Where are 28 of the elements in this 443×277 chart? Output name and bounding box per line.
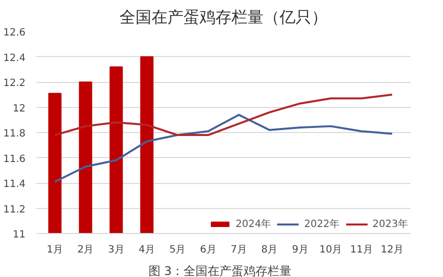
x-tick-label: 7月 [230,244,248,256]
x-tick-label: 3月 [108,244,124,256]
caption: 图 3：全国在产蛋鸡存栏量 [148,263,292,277]
legend-label: 2024年 [236,218,272,231]
x-tick-label: 11月 [350,244,373,256]
x-tick-label: 2月 [77,244,94,256]
y-tick-label: 12 [12,103,26,114]
x-tick-label: 8月 [261,244,278,256]
x-tick-label: 12月 [380,244,404,256]
y-tick-label: 11.4 [3,179,26,190]
line-series [54,114,394,183]
y-tick-label: 11 [12,230,26,240]
x-tick-label: 4月 [138,244,156,256]
legend-label: 2022年 [304,218,340,231]
legend-label: 2023年 [372,218,408,231]
x-tick-label: 6月 [200,244,216,256]
chart-title: 全国在产蛋鸡存栏量（亿只） [120,8,328,26]
x-tick-label: 9月 [292,244,308,256]
x-tick-label: 5月 [169,244,186,256]
y-tick-label: 12.4 [3,52,26,64]
x-tick-label: 1月 [46,244,64,256]
line-series [54,94,394,136]
y-tick-label: 12.6 [3,28,26,38]
y-tick-label: 12.2 [3,78,26,89]
y-tick-label: 11.2 [3,204,26,216]
y-tick-label: 11.6 [3,154,26,165]
x-tick-label: 10月 [319,244,342,256]
y-tick-label: 11.8 [3,128,26,140]
